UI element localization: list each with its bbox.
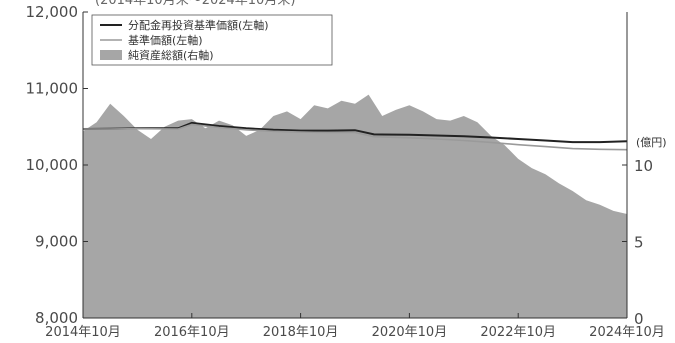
- right-tick-label: 5: [634, 234, 644, 252]
- left-tick-label: 12,000: [26, 3, 79, 21]
- reinvested-nav-line: [82, 121, 628, 144]
- left-tick-label: 9,000: [35, 233, 78, 251]
- line-series: [82, 121, 628, 151]
- axes: 8,000 9,000 10,000 11,000 12,000 0 5 10 (億円) 2014…: [26, 3, 667, 340]
- legend-swatch-area: [100, 50, 122, 60]
- x-tick-label: 2020年10月: [372, 325, 448, 340]
- left-tick-label: 10,000: [26, 156, 79, 174]
- right-tick-label: 0: [634, 310, 644, 328]
- chart-title: (2014年10月末～2024年10月末): [95, 0, 295, 8]
- right-axis-unit: (億円): [636, 136, 667, 149]
- net-assets-area: [83, 94, 627, 318]
- legend-label: 分配金再投資基準価額(左軸): [128, 18, 269, 32]
- legend: 分配金再投資基準価額(左軸)基準価額(左軸)純資産総額(右軸): [91, 14, 333, 66]
- right-tick-label: 10: [634, 157, 653, 175]
- legend-label: 純資産総額(右軸): [128, 48, 214, 62]
- net-assets-area-shape: [83, 94, 627, 318]
- left-tick-label: 11,000: [26, 80, 79, 98]
- x-tick-label: 2016年10月: [154, 325, 230, 340]
- x-tick-label: 2024年10月: [589, 325, 665, 340]
- nav-line: [83, 123, 628, 151]
- x-tick-label: 2022年10月: [480, 325, 556, 340]
- left-tick-label: 8,000: [35, 309, 78, 327]
- x-tick-label: 2014年10月: [45, 325, 121, 340]
- legend-box: [91, 14, 333, 66]
- legend-label: 基準価額(左軸): [128, 33, 203, 47]
- x-tick-label: 2018年10月: [263, 325, 339, 340]
